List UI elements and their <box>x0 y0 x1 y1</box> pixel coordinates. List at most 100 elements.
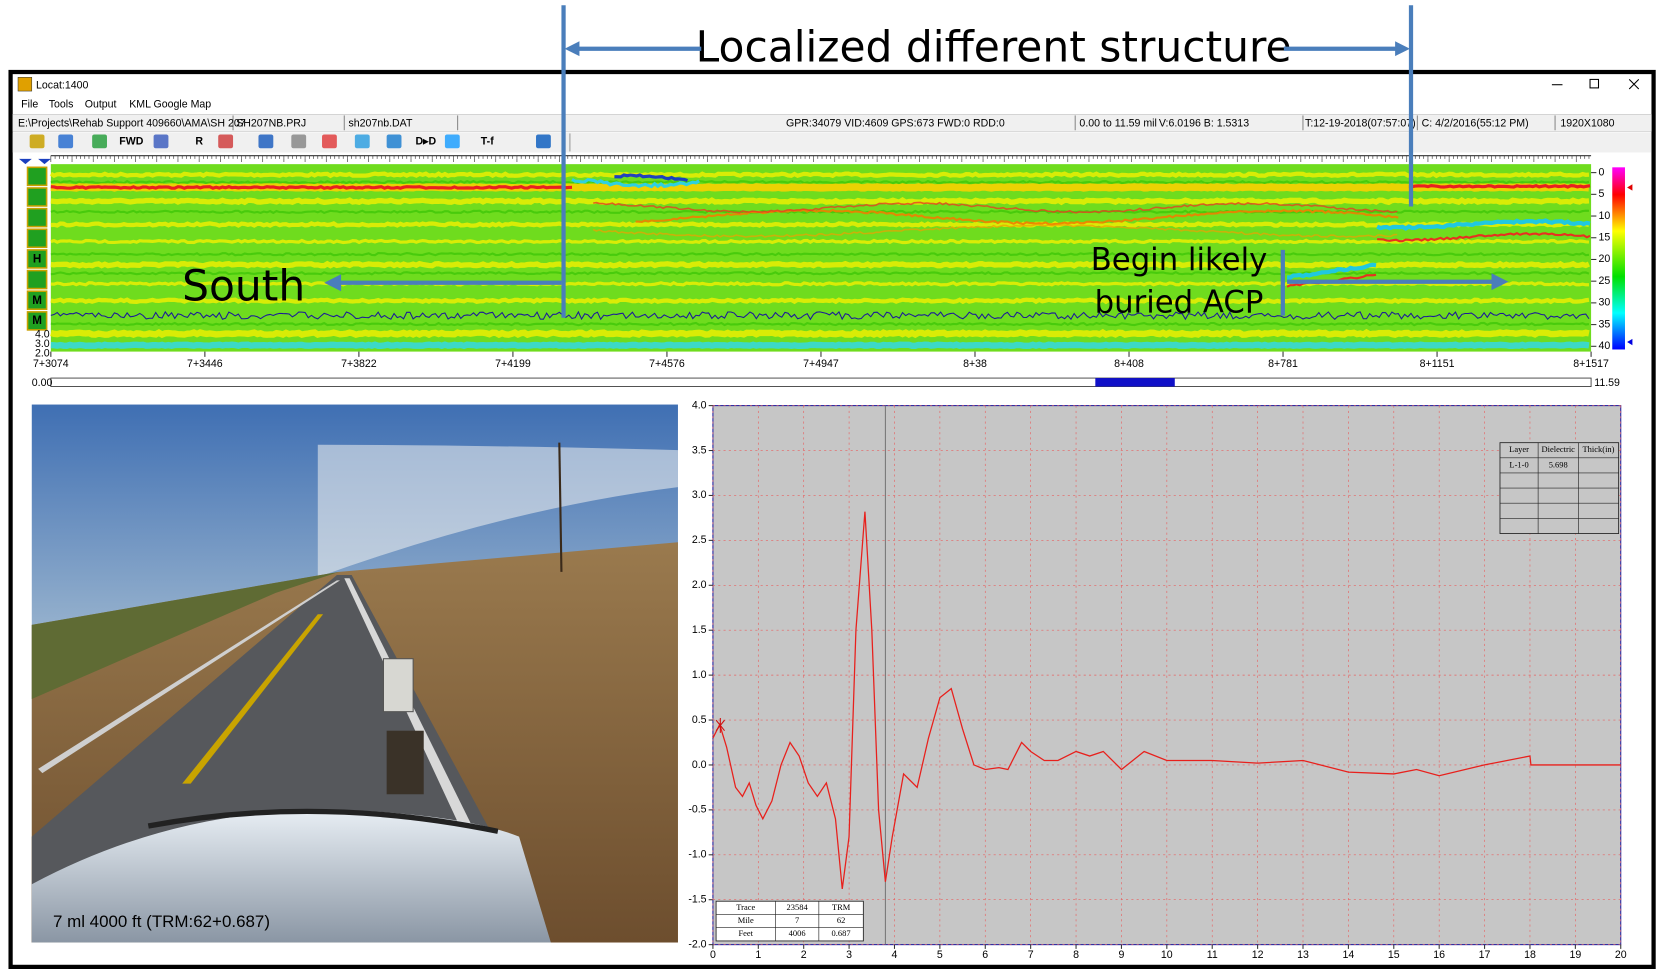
table-header: Layer <box>1509 444 1529 454</box>
menu-item[interactable]: Output <box>85 99 117 111</box>
table-cell: 5.698 <box>1549 459 1568 469</box>
toolbar-button[interactable] <box>536 134 551 148</box>
toolbar-button[interactable] <box>387 134 402 148</box>
depth-label: 5 <box>1599 188 1605 200</box>
toolbar-button[interactable] <box>30 134 45 148</box>
depth-label: 15 <box>1599 232 1611 244</box>
x-tick-label: 5 <box>937 949 943 961</box>
x-tick-label: 4 <box>892 949 898 961</box>
road-photo <box>32 405 678 943</box>
x-tick-label: 9 <box>1118 949 1124 961</box>
x-tick-label: 20 <box>1615 949 1627 961</box>
status-field: GPR:34079 VID:4609 GPS:673 FWD:0 RDD:0 <box>786 118 1005 130</box>
status-field: E:\Projects\Rehab Support 409660\AMA\SH … <box>18 118 246 130</box>
toolbar-label[interactable]: R <box>195 136 203 148</box>
radar-layer <box>51 187 572 188</box>
distance-label: 7+3074 <box>33 358 69 370</box>
annotation-south: South <box>182 262 305 311</box>
toolbar-button[interactable] <box>218 134 233 148</box>
radar-layer <box>51 223 1589 225</box>
radar-layer <box>1409 186 1590 187</box>
toolbar-label[interactable]: FWD <box>119 136 143 148</box>
y-tick-label: 3.5 <box>692 444 707 456</box>
toolbar-button[interactable] <box>355 134 370 148</box>
side-button[interactable] <box>28 188 47 206</box>
x-tick-label: 3 <box>846 949 852 961</box>
distance-label: 8+408 <box>1114 358 1144 370</box>
annotation-acp-2: buried ACP <box>1095 284 1264 320</box>
toolbar-button[interactable] <box>322 134 337 148</box>
y-tick-label: 2.0 <box>692 579 707 591</box>
status-field: SH207NB.PRJ <box>236 118 306 130</box>
status-fields: E:\Projects\Rehab Support 409660\AMA\SH … <box>18 115 1615 130</box>
radar-layer <box>51 200 1589 202</box>
x-tick-label: 14 <box>1343 949 1355 961</box>
menu-item[interactable]: Tools <box>49 99 74 111</box>
side-button[interactable] <box>28 167 47 185</box>
screenshot: Localized different structure Locat:1400… <box>0 0 1661 969</box>
y-tick-label: 3.0 <box>692 489 707 501</box>
menu-item[interactable]: KML Google Map <box>129 99 211 111</box>
window-title: Locat:1400 <box>36 80 88 92</box>
status-field: T:12-19-2018(07:57:07) <box>1305 118 1416 130</box>
table-cell: 7 <box>795 915 799 925</box>
toolbar-button[interactable] <box>92 134 107 148</box>
toolbar-label[interactable]: D▸D <box>416 136 437 148</box>
x-tick-label: 19 <box>1569 949 1581 961</box>
distance-label: 8+781 <box>1268 358 1298 370</box>
x-tick-label: 16 <box>1433 949 1445 961</box>
depth-label: 20 <box>1599 253 1611 265</box>
x-tick-label: 17 <box>1479 949 1491 961</box>
annotation-title: Localized different structure <box>696 22 1292 71</box>
y-tick-label: 2.5 <box>692 534 707 546</box>
distance-label: 8+1517 <box>1573 358 1609 370</box>
table-cell: Trace <box>736 902 755 912</box>
x-tick-label: 0 <box>710 949 716 961</box>
distance-label: 8+38 <box>963 358 987 370</box>
table-cell: Feet <box>738 928 753 938</box>
depth-label: 40 <box>1599 340 1611 352</box>
annotation-acp-1: Begin likely <box>1091 242 1268 278</box>
toolbar-button[interactable] <box>445 134 460 148</box>
radar-layer <box>51 174 1589 176</box>
range-end: 11.59 <box>1594 377 1620 389</box>
side-label: M <box>32 294 42 307</box>
radar-layer <box>51 333 1589 335</box>
toolbar-button[interactable] <box>291 134 306 148</box>
position-table: Trace23584TRMMile762Feet40060.687 <box>716 901 863 941</box>
table-cell: 4006 <box>789 928 806 938</box>
scrollbar-thumb[interactable] <box>1095 378 1174 386</box>
status-field: sh207nb.DAT <box>349 118 413 130</box>
x-tick-label: 11 <box>1207 949 1218 961</box>
menu-item[interactable]: File <box>21 99 38 111</box>
toolbar-button[interactable] <box>154 134 169 148</box>
depth-label: 10 <box>1599 210 1611 222</box>
x-tick-label: 10 <box>1161 949 1173 961</box>
table-cell: L-1-0 <box>1509 459 1528 469</box>
scrollbar[interactable] <box>51 378 1591 386</box>
radar-layer <box>51 345 1589 346</box>
side-button[interactable] <box>28 229 47 247</box>
color-scale <box>1612 167 1625 349</box>
distance-label: 7+4947 <box>803 358 839 370</box>
side-label: H <box>33 253 41 266</box>
table-cell: 62 <box>837 915 845 925</box>
toolbar-button[interactable] <box>258 134 273 148</box>
side-button[interactable] <box>28 271 47 289</box>
status-field: C: 4/2/2016(55:12 PM) <box>1422 118 1529 130</box>
distance-label: 7+3822 <box>341 358 377 370</box>
y-tick-label: -1.5 <box>688 894 706 906</box>
menu-bar: File Tools Output KML Google Map <box>21 99 211 111</box>
side-label: M <box>32 314 42 327</box>
app-icon <box>18 77 32 91</box>
status-field: 1920X1080 <box>1560 118 1614 130</box>
toolbar-label[interactable]: T-f <box>481 136 494 148</box>
x-tick-label: 18 <box>1524 949 1536 961</box>
distance-label: 7+4199 <box>495 358 531 370</box>
y-tick-label: 1.0 <box>692 669 707 681</box>
y-tick-label: -1.0 <box>688 849 706 861</box>
toolbar-button[interactable] <box>58 134 73 148</box>
range-start: 0.00 <box>32 377 53 389</box>
side-button[interactable] <box>28 209 47 227</box>
